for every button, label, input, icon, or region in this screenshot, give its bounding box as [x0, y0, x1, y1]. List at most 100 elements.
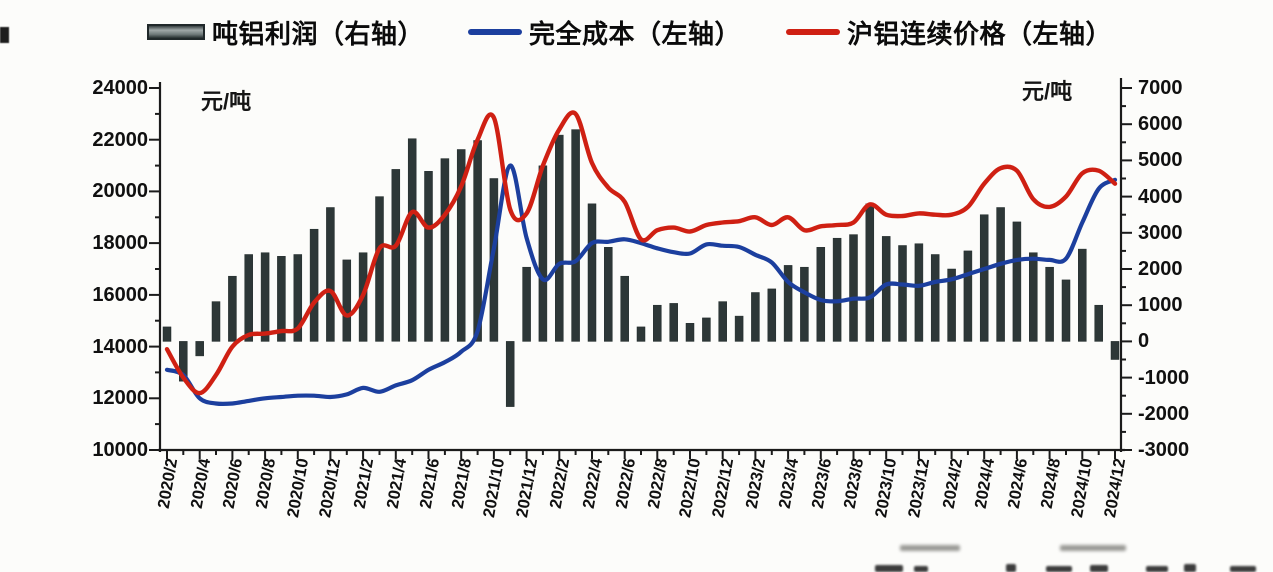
right-axis-tick-label: 1000 [1138, 294, 1183, 317]
illegible-cutoff-text-mark [1006, 564, 1016, 572]
legend-label-cost: 完全成本（左轴） [529, 18, 742, 49]
illegible-cutoff-text-mark [1090, 565, 1108, 572]
line-series-swatch-icon [786, 29, 840, 35]
left-axis-tick-label: 16000 [92, 283, 148, 306]
right-axis-tick-label: 7000 [1138, 77, 1183, 99]
right-axis-tick-label: 0 [1138, 330, 1150, 353]
right-axis-tick-label: 5000 [1138, 149, 1183, 172]
left-axis-tick-label: 10000 [92, 439, 148, 461]
profit-bar [342, 259, 352, 342]
line-series-swatch-icon [468, 29, 522, 35]
profit-bar [783, 265, 793, 342]
left-axis-tick-label: 20000 [92, 180, 148, 203]
profit-bar [1094, 304, 1103, 342]
bar-series-swatch-icon [147, 24, 205, 40]
profit-bar [636, 326, 646, 342]
profit-bar [277, 256, 286, 342]
faint-scan-smudge [900, 545, 960, 551]
profit-bar [1045, 266, 1054, 342]
profit-bar [898, 245, 907, 342]
profit-bar [326, 207, 335, 342]
profit-bar [767, 288, 777, 342]
profit-bar [996, 207, 1005, 342]
profit-bar [424, 171, 433, 342]
scan-artifact-mark [0, 27, 9, 43]
profit-bar [800, 266, 809, 342]
profit-bar [587, 203, 597, 342]
illegible-cutoff-text-mark [1146, 566, 1168, 572]
profit-bar [702, 317, 711, 342]
profit-bar [832, 237, 842, 342]
cost-line [164, 163, 1118, 407]
right-axis-tick-label: 4000 [1138, 185, 1183, 208]
profit-bar [522, 266, 531, 342]
profit-bar [718, 301, 727, 342]
illegible-cutoff-text-mark [1184, 564, 1196, 572]
profit-bar [211, 301, 221, 342]
right-axis-tick-label: 2000 [1138, 258, 1183, 280]
profit-bar [914, 243, 924, 342]
right-axis-tick-label: -2000 [1138, 402, 1190, 425]
profit-bar [620, 275, 629, 342]
left-axis-tick-label: 12000 [92, 387, 148, 410]
profit-bar [849, 234, 858, 342]
legend-label-profit: 吨铝利润（右轴） [212, 18, 425, 49]
profit-bar [1061, 279, 1071, 342]
legend-item-price: 沪铝连续价格（左轴） [786, 16, 1113, 49]
profit-bar [930, 254, 940, 342]
profit-bar [456, 149, 466, 342]
profit-bar [1029, 252, 1038, 342]
illegible-cutoff-text-mark [914, 566, 928, 572]
legend-label-price: 沪铝连续价格（左轴） [847, 18, 1113, 49]
profit-bar [963, 250, 973, 342]
left-axis-unit-label: 元/吨 [201, 89, 252, 114]
profit-bar [538, 165, 548, 342]
profit-bar [751, 292, 760, 342]
left-axis-tick-label: 24000 [92, 77, 148, 99]
profit-bar [881, 236, 891, 342]
illegible-cutoff-text-mark [1046, 566, 1072, 572]
profit-bar [865, 203, 875, 342]
profit-bar [571, 129, 580, 342]
illegible-cutoff-text-mark [1230, 566, 1256, 572]
left-axis-tick-label: 14000 [92, 335, 148, 358]
left-axis-tick-label: 22000 [92, 128, 148, 151]
profit-bar [244, 254, 253, 342]
faint-scan-smudge [1060, 545, 1126, 551]
profit-bar [604, 247, 613, 342]
profit-bar [1012, 221, 1022, 342]
profit-bar [669, 303, 678, 342]
left-axis-tick-label: 18000 [92, 232, 148, 255]
right-axis-tick-label: 3000 [1138, 221, 1183, 244]
profit-bar [555, 134, 564, 342]
profit-bar [1078, 248, 1087, 342]
legend-item-cost: 完全成本（左轴） [468, 16, 742, 49]
profit-bar [734, 315, 744, 342]
profit-bar [260, 252, 270, 342]
profit-bar [162, 326, 172, 342]
illegible-cutoff-text-mark [875, 565, 903, 572]
profit-bar [653, 304, 662, 342]
profit-bar [1110, 341, 1120, 360]
right-axis-tick-label: 6000 [1138, 113, 1183, 136]
right-axis-unit-label: 元/吨 [1022, 79, 1073, 104]
profit-bar [375, 196, 384, 342]
profit-bar [505, 341, 515, 407]
profit-bar [947, 268, 956, 342]
profit-bar [816, 247, 826, 342]
profit-bar [440, 158, 450, 342]
right-axis-tick-label: -1000 [1138, 366, 1190, 389]
profit-bar [195, 341, 204, 357]
profit-bar [309, 228, 319, 342]
profit-bar [293, 254, 303, 342]
profit-bar [685, 323, 695, 342]
profit-bar [407, 138, 417, 342]
legend-item-profit: 吨铝利润（右轴） [147, 16, 425, 49]
profit-bar [228, 275, 237, 342]
right-axis-tick-label: -3000 [1138, 439, 1190, 461]
profit-bar [391, 169, 401, 342]
price-line [164, 110, 1118, 396]
profit-bar [979, 214, 989, 342]
